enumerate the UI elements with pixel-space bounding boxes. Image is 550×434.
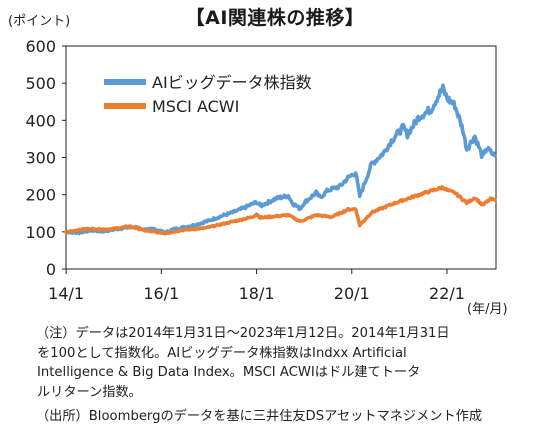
source-note: （出所）Bloombergのデータを基に三井住友DSアセットマネジメント作成 xyxy=(36,409,483,424)
x-tick-label: 14/1 xyxy=(48,284,84,303)
note-line: Intelligence & Big Data Index。MSCI ACWIは… xyxy=(37,365,421,381)
y-tick-label: 500 xyxy=(25,74,56,93)
legend-label: MSCI ACWI xyxy=(152,97,239,116)
x-tick-label: 18/1 xyxy=(239,284,275,303)
y-tick-label: 0 xyxy=(46,260,56,279)
y-tick-label: 600 xyxy=(25,37,56,56)
series-line xyxy=(64,185,497,236)
x-tick-label: 20/1 xyxy=(334,284,370,303)
legend: AIビッグデータ株指数 MSCI ACWI xyxy=(104,73,312,116)
x-tick-label: 22/1 xyxy=(429,284,465,303)
notes: （注）データは2014年1月31日～2023年1月12日。2014年1月31日 … xyxy=(36,324,546,402)
x-axis-unit-label: (年/月) xyxy=(467,302,508,317)
legend-label: AIビッグデータ株指数 xyxy=(152,73,312,92)
x-tick-label: 16/1 xyxy=(143,284,179,303)
line-chart: (ポイント) (年/月) 0 100 200 300 400 500 600 14/1 16/1… xyxy=(8,14,508,317)
series-lines xyxy=(64,83,497,236)
y-tick-label: 200 xyxy=(25,186,56,205)
y-tick-label: 400 xyxy=(25,111,56,130)
axes: 0 100 200 300 400 500 600 14/1 16/1 18/1 20/1 22/1 xyxy=(25,37,497,303)
chart-title: 【AI関連株の推移】 xyxy=(185,7,365,29)
y-axis-unit-label: (ポイント) xyxy=(8,14,70,29)
note-line: ルリターン指数。 xyxy=(37,384,142,400)
note-line: （注）データは2014年1月31日～2023年1月12日。2014年1月31日 xyxy=(36,326,450,341)
note-line: を100として指数化。AIビッグデータ株指数はIndxx Artificial xyxy=(37,345,407,361)
y-tick-label: 100 xyxy=(25,223,56,242)
y-tick-label: 300 xyxy=(25,149,56,168)
